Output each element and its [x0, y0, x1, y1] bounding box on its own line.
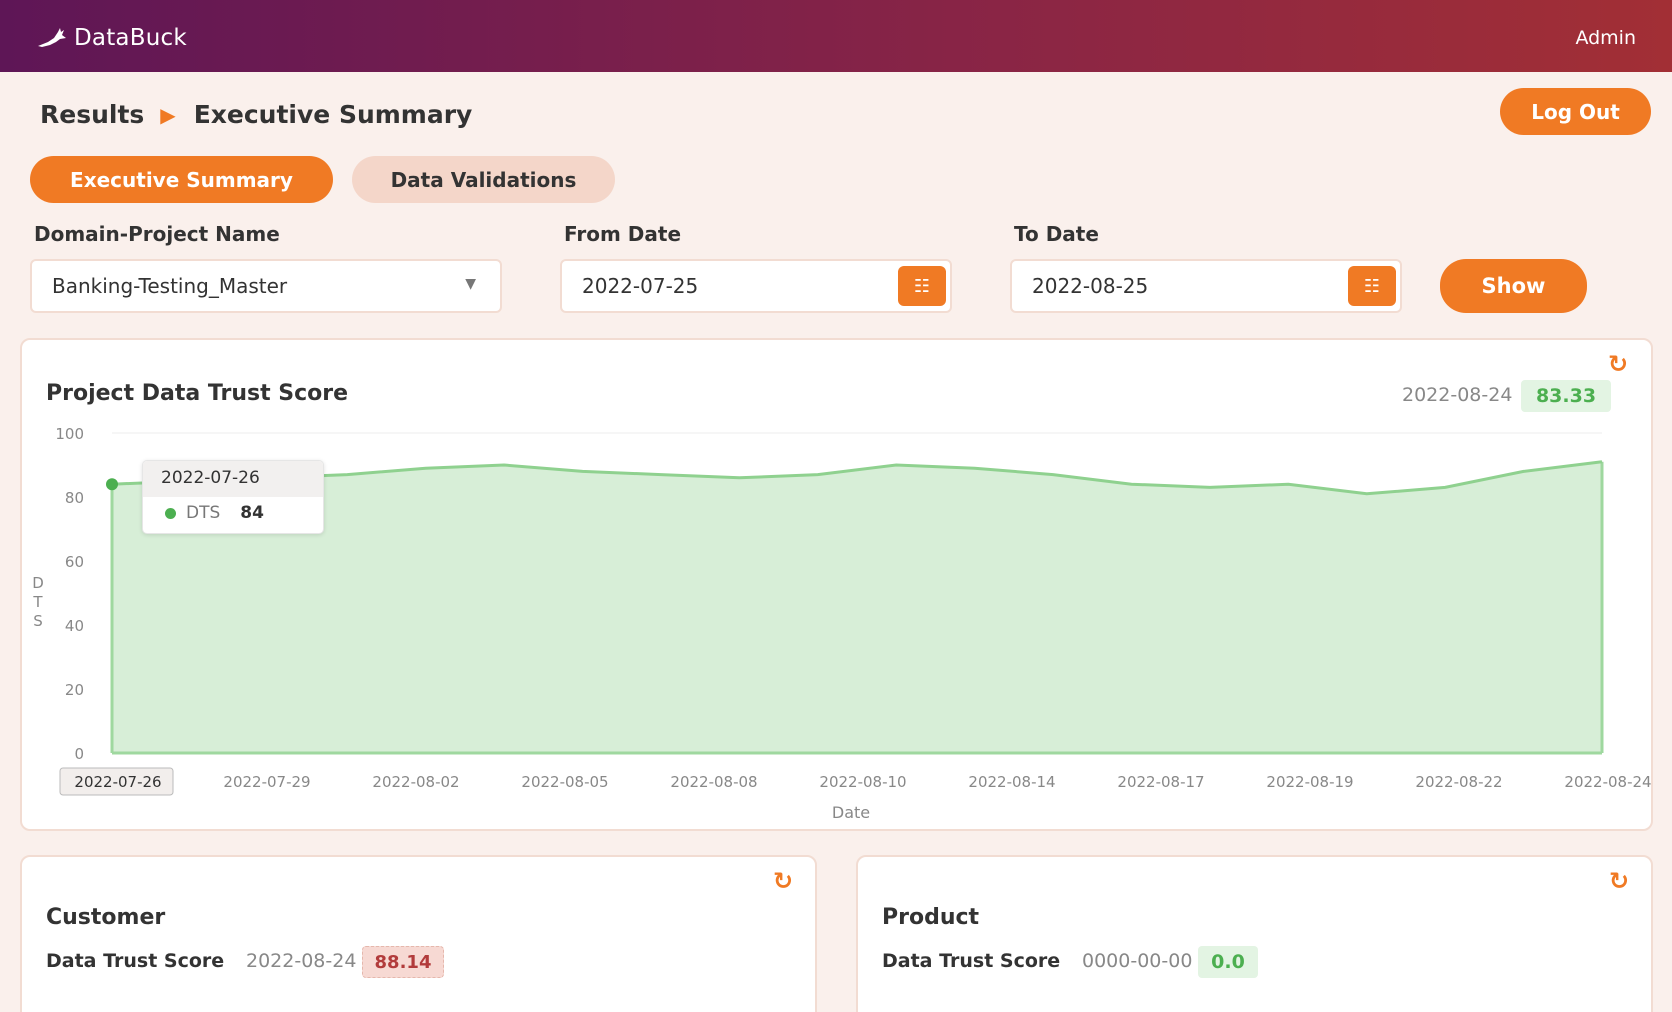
chart-tooltip: 2022-07-26 DTS 84 [142, 460, 324, 534]
x-tick-label: 2022-08-19 [1266, 773, 1353, 791]
to-date-input[interactable]: 2022-08-25 ☷ [1010, 259, 1402, 313]
score-badge: 83.33 [1521, 380, 1611, 412]
y-tick-label: 60 [65, 553, 84, 571]
y-tick-label: 0 [74, 745, 84, 763]
y-axis-label: T [32, 593, 43, 611]
refresh-icon[interactable]: ↻ [1608, 350, 1629, 378]
score-date: 2022-08-24 [1402, 384, 1513, 406]
x-tick-label: 2022-08-17 [1117, 773, 1204, 791]
show-button[interactable]: Show [1440, 259, 1587, 313]
tooltip-dot-icon [165, 507, 176, 519]
breadcrumb: Results ▶ Executive Summary [40, 100, 472, 129]
calendar-icon[interactable]: ☷ [1348, 266, 1396, 306]
project-label: Domain-Project Name [34, 222, 280, 246]
y-tick-label: 80 [65, 489, 84, 507]
tooltip-date: 2022-07-26 [143, 461, 323, 497]
from-date-label: From Date [564, 222, 682, 246]
customer-card: ↻ Customer Data Trust Score 2022-08-24 8… [20, 855, 817, 1012]
card-title: Customer [46, 905, 166, 930]
dts-label: Data Trust Score [882, 950, 1061, 972]
dts-area-chart: 0 20 40 60 80 100 DTS 2022-07-26 2022-07-29 2022-… [32, 425, 1651, 822]
app-name: DataBuck [74, 25, 187, 51]
user-menu[interactable]: Admin [1575, 27, 1636, 49]
deer-logo-icon [38, 28, 66, 47]
x-tick-label: 2022-07-26 [74, 773, 161, 791]
x-tick-label: 2022-08-24 [1564, 773, 1651, 791]
calendar-icon[interactable]: ☷ [898, 266, 946, 306]
dts-label: Data Trust Score [46, 950, 225, 972]
x-tick-label: 2022-08-02 [372, 773, 459, 791]
from-date-input[interactable]: 2022-07-25 ☷ [560, 259, 952, 313]
x-tick-label: 2022-08-05 [521, 773, 608, 791]
project-select-value: Banking-Testing_Master [52, 274, 288, 298]
score-date: 0000-00-00 [1082, 950, 1193, 972]
project-select[interactable]: Banking-Testing_Master ▼ [30, 259, 502, 313]
tab-data-validations[interactable]: Data Validations [352, 156, 615, 203]
tab-executive-summary[interactable]: Executive Summary [30, 156, 333, 203]
x-axis-label: Date [832, 803, 870, 822]
y-tick-label: 100 [55, 425, 84, 443]
to-date-label: To Date [1014, 222, 1099, 246]
score-date: 2022-08-24 [246, 950, 357, 972]
app-logo[interactable]: DataBuck [36, 25, 187, 51]
to-date-value: 2022-08-25 [1032, 274, 1149, 298]
x-tick-label: 2022-08-10 [819, 773, 906, 791]
card-title: Project Data Trust Score [46, 381, 349, 406]
tooltip-series: DTS [186, 503, 221, 523]
top-bar: DataBuck Admin [0, 0, 1672, 72]
tooltip-value: 84 [240, 503, 264, 523]
y-tick-label: 40 [65, 617, 84, 635]
refresh-icon[interactable]: ↻ [773, 867, 794, 895]
product-card: ↻ Product Data Trust Score 0000-00-00 0.… [856, 855, 1653, 1012]
chevron-down-icon: ▼ [465, 276, 476, 292]
x-tick-highlight-box [59, 767, 174, 796]
dts-area [112, 461, 1602, 753]
y-axis-label: S [33, 612, 43, 630]
x-tick-label: 2022-08-22 [1415, 773, 1502, 791]
dts-line [111, 460, 1603, 496]
breadcrumb-current: Executive Summary [193, 100, 473, 129]
x-tick-label: 2022-07-29 [223, 773, 310, 791]
refresh-icon[interactable]: ↻ [1609, 867, 1630, 895]
logout-button[interactable]: Log Out [1500, 88, 1651, 135]
y-axis-label: D [32, 574, 44, 592]
project-dts-card: ↻ Project Data Trust Score 2022-08-24 83… [20, 338, 1653, 831]
dts-point-highlight [106, 478, 118, 491]
breadcrumb-arrow-icon: ▶ [160, 102, 176, 127]
x-tick-label: 2022-08-08 [670, 773, 757, 791]
score-badge: 88.14 [362, 946, 444, 978]
breadcrumb-parent[interactable]: Results [40, 100, 145, 129]
y-tick-label: 20 [65, 681, 84, 699]
card-title: Product [882, 905, 980, 930]
x-tick-label: 2022-08-14 [968, 773, 1055, 791]
score-badge: 0.0 [1198, 946, 1258, 978]
from-date-value: 2022-07-25 [582, 274, 699, 298]
